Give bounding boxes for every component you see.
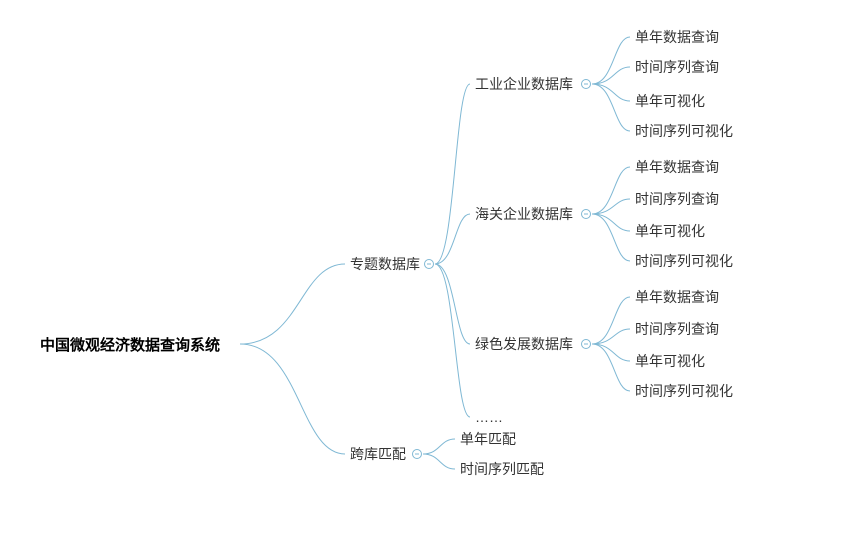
node-customs-db[interactable]: 海关企业数据库 (475, 205, 573, 225)
leaf-node[interactable]: 时间序列可视化 (635, 382, 733, 402)
leaf-node[interactable]: 时间序列匹配 (460, 460, 544, 480)
leaf-node[interactable]: 时间序列可视化 (635, 122, 733, 142)
leaf-node[interactable]: 单年数据查询 (635, 158, 719, 178)
root-node[interactable]: 中国微观经济数据查询系统 (40, 335, 220, 356)
toggle-icon[interactable] (581, 339, 591, 349)
toggle-icon[interactable] (424, 259, 434, 269)
leaf-node[interactable]: 时间序列查询 (635, 320, 719, 340)
node-cross-db[interactable]: 跨库匹配 (350, 445, 406, 465)
leaf-node[interactable]: 时间序列查询 (635, 58, 719, 78)
leaf-node[interactable]: 单年可视化 (635, 222, 705, 242)
node-green-db[interactable]: 绿色发展数据库 (475, 335, 573, 355)
leaf-node[interactable]: 时间序列可视化 (635, 252, 733, 272)
leaf-node[interactable]: 单年数据查询 (635, 28, 719, 48)
leaf-node[interactable]: 时间序列查询 (635, 190, 719, 210)
toggle-icon[interactable] (581, 209, 591, 219)
node-topic-db[interactable]: 专题数据库 (350, 255, 420, 275)
leaf-node[interactable]: 单年可视化 (635, 352, 705, 372)
toggle-icon[interactable] (412, 449, 422, 459)
leaf-node[interactable]: 单年数据查询 (635, 288, 719, 308)
leaf-node[interactable]: 单年匹配 (460, 430, 516, 450)
node-industrial-db[interactable]: 工业企业数据库 (475, 75, 573, 95)
toggle-icon[interactable] (581, 79, 591, 89)
node-more[interactable]: …… (475, 408, 503, 428)
leaf-node[interactable]: 单年可视化 (635, 92, 705, 112)
